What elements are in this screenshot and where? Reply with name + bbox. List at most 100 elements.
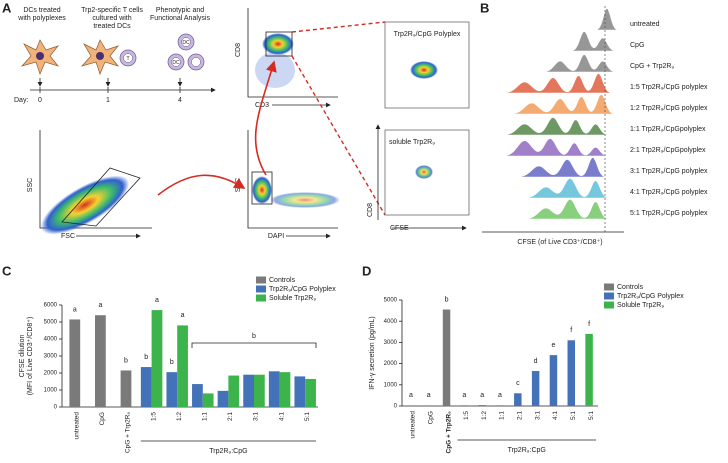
panel-label: D [362,263,371,278]
histogram [482,117,624,136]
y-tick-label: 0 [394,404,398,410]
legend-swatch [604,292,614,300]
bar [514,393,522,406]
significance-letter: a [462,392,466,399]
bar [460,405,469,406]
density [410,61,438,79]
legend-label: Controls [269,277,296,284]
row-label: untreated [630,21,660,28]
significance-letter: c [516,380,520,387]
gate-title: Trp2R₉/CpG Polyplex [394,31,461,38]
legend-label: Trp2R₉/CpG Polyplex [269,286,336,293]
significance-letter: e [552,342,556,349]
y-axis-label: IFN-γ secretion (pg/mL) [369,316,376,390]
significance-letter: a [98,302,102,309]
density [40,175,130,235]
histogram [482,198,624,220]
density [252,176,272,204]
step-text: Trp2-specific T cells [81,7,143,14]
histogram [482,93,624,115]
gate [251,171,273,205]
bar [69,319,81,407]
bar [192,384,203,407]
significance-letter: a [409,392,413,399]
gate [265,31,293,57]
cell-icon: DC [182,40,190,46]
axis-label: FSC [61,233,75,240]
group-label: Trp2R₉:CpG [209,448,247,455]
panel-d: D 0 1000 2000 3000 4000 5000 IFN-γ secretion (… [362,263,684,453]
significance-letter: a [480,392,484,399]
legend-label: Trp2R₉/CpG Polyplex [617,293,684,300]
x-tick-label: 1:5 [463,411,470,420]
significance-bracket [191,342,317,348]
flow-arrow [157,174,246,196]
x-tick-label: 4:1 [278,412,285,421]
x-tick-label: CpG + Trp2R₉ [445,411,452,454]
histogram [482,54,624,73]
x-tick-label: untreated [74,412,81,440]
axis-label: CFSE [390,225,409,232]
bar [585,333,593,406]
bar [202,393,214,407]
bar [567,340,576,406]
day: 0 [38,97,42,104]
axis-label: CFSE (of Live CD3⁺/CD8⁺) [517,239,602,246]
bar [217,390,229,407]
x-tick-label: CpG [427,411,434,424]
x-tick-label: CpG + Trp2R₉ [125,412,132,453]
x-tick-label: 3:1 [253,412,260,421]
y-tick-label: 2000 [44,371,58,377]
x-tick-label: 1:1 [499,411,506,420]
bar [294,376,306,407]
bar [442,309,451,406]
axis-label: CD3 [255,102,269,109]
significance-letter: b [252,333,256,340]
panel-label: A [2,0,12,15]
dc-icon-core [171,57,181,67]
histogram [482,177,624,199]
significance-letter: b [445,296,449,303]
x-tick-label: CpG [99,412,106,425]
x-tick-label: 4:1 [552,411,559,420]
bar [531,371,540,406]
plot-axes [39,130,152,229]
y-tick-label: 3000 [44,354,58,360]
y-tick-label: 4000 [44,337,58,343]
density [262,33,294,55]
density [255,52,295,88]
bar [166,372,178,407]
bar [228,375,240,407]
dc-icon-core [181,37,191,47]
significance-letter: b [144,354,148,361]
bar [279,372,291,407]
bar [268,371,280,407]
panel-b: B CFSE (of Live CD3⁺/CD8⁺) untreated CpG C… [480,0,708,245]
bar [478,405,486,406]
legend-swatch [604,283,614,291]
legend-label: Controls [617,284,644,291]
histogram [482,138,624,157]
x-tick-label: untreated [410,411,417,439]
significance-letter: d [534,358,538,365]
nucleus [36,52,44,60]
row-label: 4:1 Trp2R₉/CpG polyplex [630,189,708,196]
histogram [482,31,624,52]
bar [305,378,316,407]
y-tick-label: 5000 [44,320,58,326]
axis-label: CD8 [235,43,242,57]
x-tick-label: 1:1 [202,412,209,421]
bar [549,355,558,406]
legend-label: Soluble Trp2R₉ [617,302,664,309]
y-tick-label: 6000 [44,303,58,309]
significance-letter: a [155,297,159,304]
bar [177,325,188,407]
legend-swatch [604,301,614,309]
step-text: DCs treated [23,7,60,14]
panel-label: B [480,0,489,15]
flow-arrow [254,60,277,176]
day: 4 [178,97,182,104]
significance-letter: f [588,321,590,328]
y-tick-label: 1000 [384,382,398,388]
